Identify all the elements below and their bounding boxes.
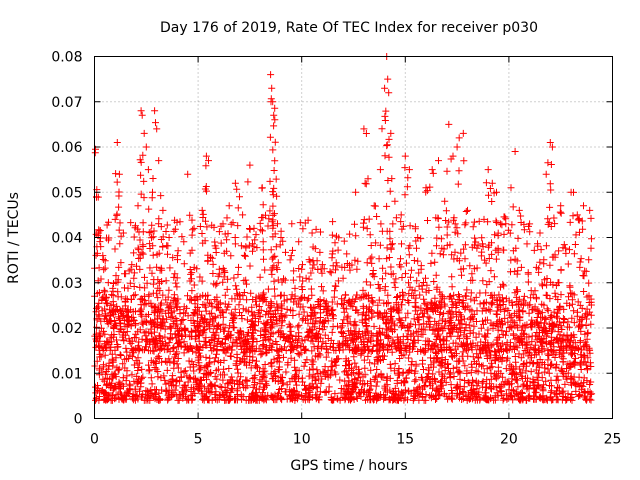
y-tick-label: 0.04 — [51, 231, 82, 247]
y-tick-label: 0.03 — [51, 276, 82, 292]
x-tick-labels: 0 5 10 15 20 25 — [90, 432, 621, 448]
y-tick-label: 0 — [74, 412, 83, 428]
y-tick-label: 0.06 — [51, 140, 82, 156]
y-tick-label: 0.05 — [51, 185, 82, 201]
axis-ticks — [94, 56, 613, 419]
data-points — [91, 53, 596, 404]
grid-lines — [94, 56, 613, 419]
y-tick-labels: 0 0.01 0.02 0.03 0.04 0.05 0.06 0.07 0.08 — [51, 50, 82, 428]
y-tick-label: 0.02 — [51, 321, 82, 337]
chart-title: Day 176 of 2019, Rate Of TEC Index for r… — [160, 20, 538, 36]
y-tick-label: 0.08 — [51, 50, 82, 66]
y-tick-label: 0.07 — [51, 95, 82, 111]
x-axis-title: GPS time / hours — [290, 458, 407, 474]
x-tick-label: 10 — [293, 432, 311, 448]
x-tick-label: 5 — [194, 432, 203, 448]
x-tick-label: 0 — [90, 432, 99, 448]
x-tick-label: 20 — [500, 432, 518, 448]
x-tick-label: 25 — [604, 432, 622, 448]
x-tick-label: 15 — [396, 432, 414, 448]
y-tick-label: 0.01 — [51, 366, 82, 382]
scatter-plus-markers — [91, 53, 596, 404]
y-axis-title: ROTI / TECUs — [6, 192, 22, 284]
